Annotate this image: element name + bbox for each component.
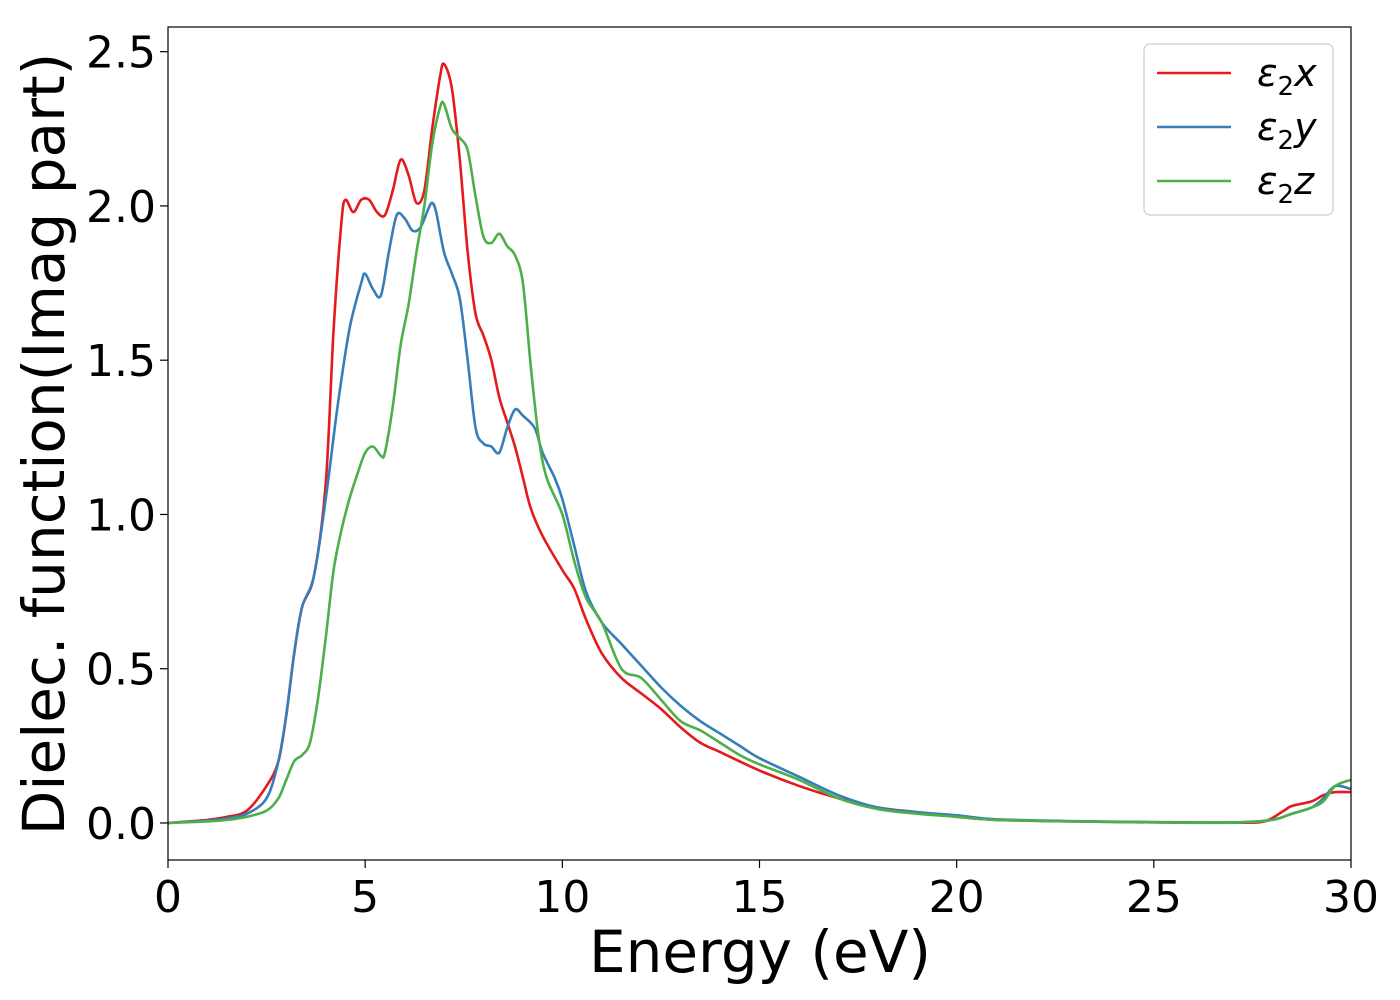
x-axis-title: Energy (eV)	[589, 918, 931, 986]
ticks: 0 5 10 15 20 25 30 0.0 0.5 1.0 1.5 2.0 2.5	[86, 28, 1379, 923]
y-tick-label: 2.0	[86, 182, 156, 233]
x-tick-label: 20	[929, 872, 985, 923]
x-tick-label: 25	[1126, 872, 1182, 923]
legend-label-y: ε2y	[1257, 105, 1317, 156]
x-tick-label: 15	[732, 872, 788, 923]
x-tick-label: 10	[534, 872, 590, 923]
legend-box	[1143, 43, 1334, 216]
y-tick-label: 2.5	[86, 28, 156, 79]
series-lines	[168, 62, 1351, 825]
y-axis-title: Dielec. function(Imag part)	[10, 53, 78, 836]
legend-label-x: ε2x	[1257, 51, 1317, 102]
y-tick-label: 0.0	[86, 799, 156, 850]
y-tick-label: 1.0	[86, 490, 156, 541]
legend-label-z: ε2z	[1257, 159, 1315, 210]
x-tick-label: 5	[351, 872, 379, 923]
y-tick-label: 1.5	[86, 336, 156, 387]
series-line-z	[168, 100, 1351, 825]
x-tick-label: 30	[1323, 872, 1379, 923]
series-line-y	[168, 201, 1351, 825]
x-tick-label: 0	[154, 872, 182, 923]
y-tick-label: 0.5	[86, 645, 156, 696]
